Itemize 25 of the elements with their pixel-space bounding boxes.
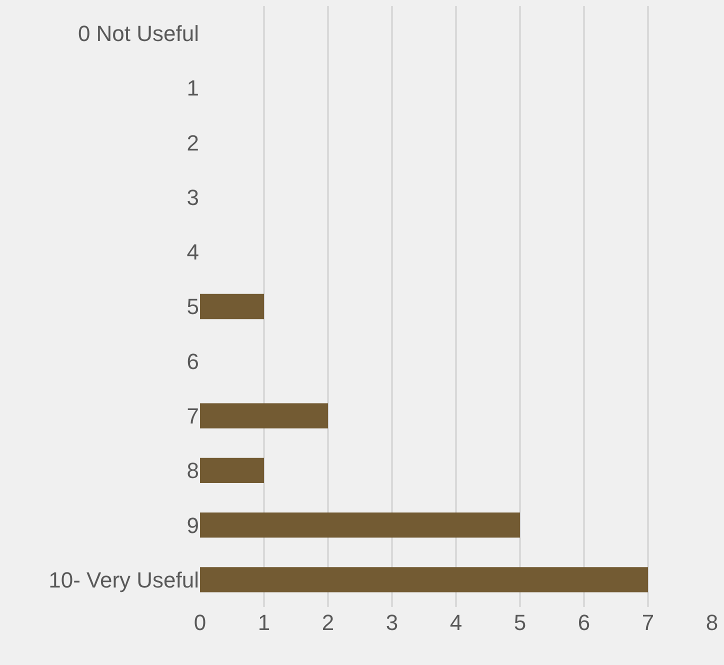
x-tick-label: 0 bbox=[194, 610, 206, 635]
y-tick-label: 4 bbox=[186, 240, 199, 265]
bar bbox=[200, 567, 648, 592]
y-tick-label: 0 Not Useful bbox=[78, 21, 199, 46]
x-tick-label: 1 bbox=[258, 610, 270, 635]
x-tick-label: 2 bbox=[322, 610, 334, 635]
y-tick-label: 8 bbox=[186, 458, 199, 484]
x-tick-label: 4 bbox=[450, 610, 462, 635]
y-tick-label: 1 bbox=[186, 76, 199, 101]
y-tick-label: 6 bbox=[186, 348, 199, 374]
y-tick-label: 2 bbox=[186, 130, 199, 156]
x-tick-label: 7 bbox=[642, 610, 654, 635]
x-tick-label: 3 bbox=[386, 610, 398, 635]
y-tick-label: 7 bbox=[186, 403, 199, 428]
bar bbox=[200, 294, 264, 320]
y-tick-label: 10- Very Useful bbox=[48, 567, 199, 592]
bar bbox=[200, 403, 328, 428]
x-tick-label: 6 bbox=[578, 610, 590, 635]
bar bbox=[200, 512, 520, 538]
bar bbox=[200, 458, 264, 483]
y-tick-label: 3 bbox=[186, 184, 199, 210]
x-tick-label: 8 bbox=[706, 610, 718, 635]
y-tick-label: 9 bbox=[186, 512, 199, 538]
x-tick-label: 5 bbox=[514, 610, 526, 635]
y-tick-label: 5 bbox=[186, 294, 199, 320]
